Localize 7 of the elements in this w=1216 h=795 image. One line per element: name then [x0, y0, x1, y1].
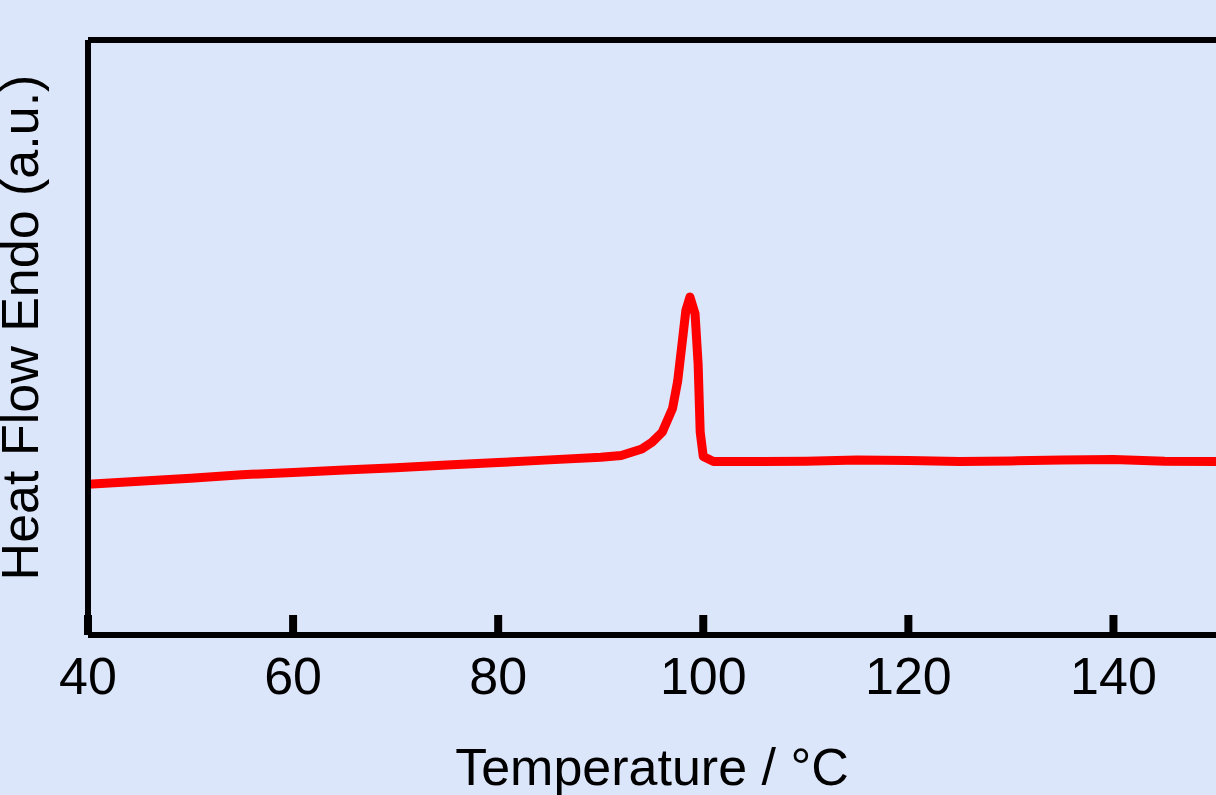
- y-axis-title: Heat Flow Endo (a.u.): [0, 74, 50, 581]
- x-tick-label: 100: [659, 646, 747, 705]
- x-tick-label: 60: [264, 646, 323, 705]
- x-tick-label: 80: [469, 646, 528, 705]
- x-tick-label: 140: [1070, 646, 1157, 705]
- x-tick-label: 120: [864, 646, 952, 705]
- x-tick-label: 40: [59, 646, 117, 705]
